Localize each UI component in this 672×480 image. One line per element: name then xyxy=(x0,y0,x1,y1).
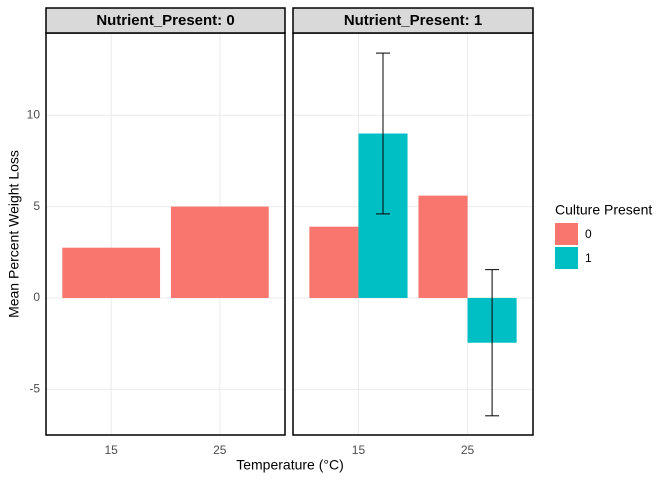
bar xyxy=(309,226,359,298)
x-tick-label: 25 xyxy=(461,443,475,457)
y-tick-label: 10 xyxy=(27,107,41,121)
facet-strip xyxy=(292,7,534,34)
x-tick-label: 25 xyxy=(213,443,227,457)
facet-strip xyxy=(45,7,286,34)
y-tick-label: 0 xyxy=(33,290,40,304)
legend-label: 1 xyxy=(585,251,592,265)
legend-label: 0 xyxy=(585,227,592,241)
legend-key xyxy=(555,223,578,245)
y-axis-title: Mean Percent Weight Loss xyxy=(6,150,22,318)
bar xyxy=(62,247,161,298)
error-bar xyxy=(376,52,390,215)
legend-key xyxy=(555,247,578,269)
facet-title: Nutrient_Present: 0 xyxy=(96,12,234,29)
facet-title: Nutrient_Present: 1 xyxy=(344,12,482,29)
x-tick-label: 15 xyxy=(105,443,119,457)
y-tick-label: -5 xyxy=(29,381,40,395)
bar xyxy=(418,195,468,298)
bar xyxy=(170,206,269,298)
y-tick-label: 5 xyxy=(33,199,40,213)
x-tick-label: 15 xyxy=(352,443,366,457)
error-bar xyxy=(485,269,500,417)
x-axis-title: Temperature (°C) xyxy=(236,457,344,473)
legend-title: Culture Present xyxy=(555,202,652,218)
